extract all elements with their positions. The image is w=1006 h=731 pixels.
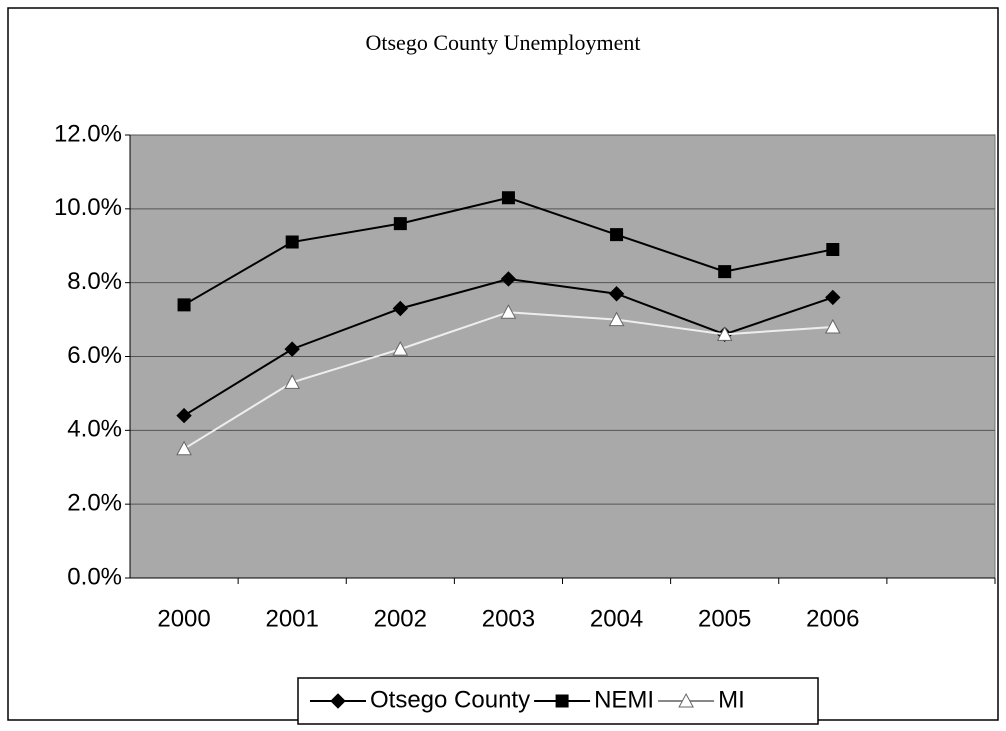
data-point xyxy=(500,304,517,319)
x-tick-label: 2000 xyxy=(157,605,210,632)
data-point xyxy=(393,217,407,231)
data-point xyxy=(608,311,625,327)
x-tick-label: 2006 xyxy=(806,605,859,632)
y-tick-label: 0.0% xyxy=(67,563,122,590)
data-point xyxy=(177,298,191,312)
data-point xyxy=(500,271,517,287)
y-tick-label: 6.0% xyxy=(67,342,122,369)
y-tick-label: 10.0% xyxy=(54,194,122,221)
legend-marker xyxy=(330,693,346,709)
legend-marker xyxy=(555,694,569,708)
data-point xyxy=(284,374,301,389)
y-tick-label: 8.0% xyxy=(67,268,122,295)
y-tick-label: 4.0% xyxy=(67,416,122,443)
data-point xyxy=(610,228,624,242)
data-point xyxy=(718,265,732,279)
legend-label: NEMI xyxy=(594,686,654,713)
x-tick-label: 2004 xyxy=(590,605,643,632)
data-point xyxy=(392,300,409,317)
data-point xyxy=(826,242,840,256)
data-point xyxy=(285,235,299,249)
x-tick-label: 2002 xyxy=(374,605,427,632)
data-point xyxy=(284,341,300,357)
x-tick-label: 2003 xyxy=(482,605,535,632)
data-point xyxy=(501,191,515,205)
data-point xyxy=(608,286,625,302)
y-tick-label: 12.0% xyxy=(54,120,122,147)
data-point xyxy=(825,289,841,306)
y-tick-label: 2.0% xyxy=(67,490,122,517)
x-tick-label: 2001 xyxy=(265,605,318,632)
data-point xyxy=(392,341,409,356)
x-tick-label: 2005 xyxy=(698,605,751,632)
data-point xyxy=(716,326,733,341)
legend-label: Otsego County xyxy=(370,686,530,713)
legend-marker xyxy=(678,692,694,708)
data-point xyxy=(824,318,841,334)
legend-label: MI xyxy=(718,686,745,713)
data-point xyxy=(176,440,192,456)
chart-title: Otsego County Unemployment xyxy=(366,30,641,55)
data-point xyxy=(176,407,192,424)
